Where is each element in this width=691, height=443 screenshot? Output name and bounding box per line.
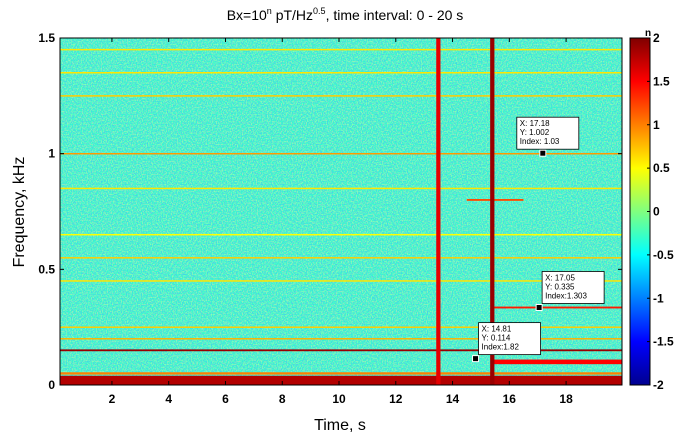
y-axis-label: Frequency, kHz bbox=[11, 157, 28, 268]
spectral-line bbox=[60, 338, 622, 340]
x-tick-label: 6 bbox=[222, 392, 229, 406]
colorbar-tick-label: 1.5 bbox=[653, 74, 670, 88]
x-tick-label: 18 bbox=[559, 392, 573, 406]
title-part: Bx=10 bbox=[227, 7, 267, 23]
colorbar-tick-label: 0.5 bbox=[653, 161, 670, 175]
datatip-text: Index: 1.03 bbox=[520, 137, 560, 146]
spectral-line bbox=[60, 95, 622, 97]
colorbar-tick-label: 2 bbox=[653, 31, 660, 45]
y-tick-label: 0 bbox=[48, 378, 55, 392]
spectral-line bbox=[60, 48, 622, 51]
y-tick-label: 0.5 bbox=[38, 262, 55, 276]
spectral-line bbox=[60, 326, 622, 328]
x-tick-label: 4 bbox=[165, 392, 172, 406]
spectral-line bbox=[60, 187, 622, 190]
title-superscript: 0.5 bbox=[313, 6, 326, 16]
y-tick-label: 1.5 bbox=[38, 31, 55, 45]
y-tick-label: 1 bbox=[48, 147, 55, 161]
spectral-line bbox=[60, 280, 622, 282]
plot-area bbox=[60, 38, 622, 385]
spectral-line bbox=[60, 372, 622, 375]
datatip-text: Y: 1.002 bbox=[520, 128, 550, 137]
datatip-marker bbox=[539, 149, 547, 157]
x-tick-label: 12 bbox=[389, 392, 403, 406]
x-tick-label: 10 bbox=[332, 392, 346, 406]
datatip-marker bbox=[472, 355, 480, 363]
spectral-segment bbox=[466, 199, 524, 201]
spectral-line bbox=[60, 375, 622, 385]
chart-title: Bx=10n pT/Hz0.5, time interval: 0 - 20 s bbox=[227, 6, 464, 23]
colorbar-tick-label: -1 bbox=[653, 291, 664, 305]
colorbar-tick-label: 0 bbox=[653, 205, 660, 219]
x-tick-label: 16 bbox=[503, 392, 517, 406]
spectral-line bbox=[60, 152, 622, 155]
spectral-segment bbox=[492, 306, 622, 309]
spectral-line bbox=[60, 72, 622, 74]
spectral-line bbox=[60, 257, 622, 259]
colorbar-label: n bbox=[645, 28, 651, 39]
colorbar-tick-label: -2 bbox=[653, 378, 664, 392]
datatip-text: X: 17.05 bbox=[545, 274, 575, 283]
x-tick-label: 8 bbox=[279, 392, 286, 406]
transient-line bbox=[436, 38, 441, 385]
x-axis-label: Time, s bbox=[314, 417, 366, 434]
plot-frame bbox=[59, 37, 623, 386]
datatip-text: Y: 0.114 bbox=[482, 334, 511, 343]
title-superscript: n bbox=[267, 6, 272, 16]
colorbar-tick-label: -0.5 bbox=[653, 248, 674, 262]
x-tick-label: 14 bbox=[446, 392, 460, 406]
colorbar-tick-label: -1.5 bbox=[653, 335, 674, 349]
datatip-box bbox=[478, 322, 541, 356]
datatip-box bbox=[541, 271, 605, 304]
spectral-line bbox=[60, 233, 622, 236]
colorbar-tick-label: 1 bbox=[653, 118, 660, 132]
spectral-segment bbox=[492, 359, 622, 365]
datatip-text: X: 14.81 bbox=[482, 325, 512, 334]
datatip-text: X: 17.18 bbox=[520, 119, 550, 128]
title-part: pT/Hz bbox=[272, 7, 313, 23]
datatip-text: Index:1.82 bbox=[482, 343, 520, 352]
datatip-box bbox=[516, 116, 580, 150]
x-tick-label: 2 bbox=[109, 392, 116, 406]
transient-line bbox=[490, 38, 495, 385]
title-part: , time interval: 0 - 20 s bbox=[326, 7, 464, 23]
datatip-text: Index:1.303 bbox=[545, 292, 587, 301]
spectral-line bbox=[60, 349, 622, 352]
datatip-marker bbox=[535, 304, 543, 312]
datatip-text: Y: 0.335 bbox=[545, 283, 575, 292]
